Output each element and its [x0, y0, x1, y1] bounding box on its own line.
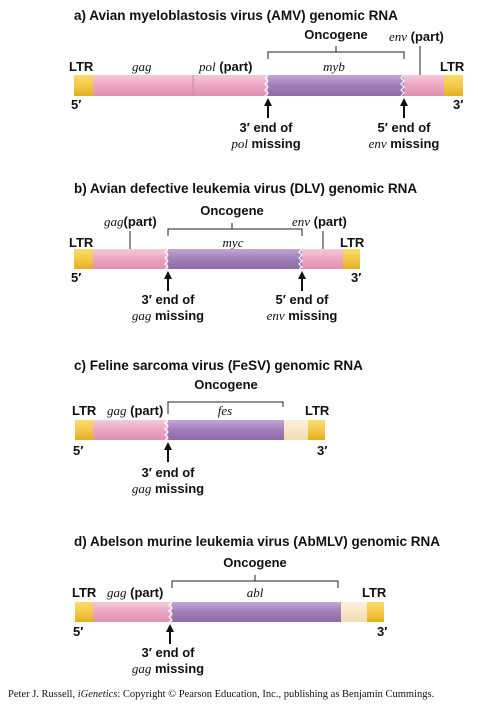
- panel-c-gag-segment: [93, 420, 168, 440]
- panel-c-ltr-left-box: [75, 420, 93, 440]
- panel-d-gag-segment: [93, 602, 172, 622]
- copyright-credit: Peter J. Russell, iGenetics: Copyright ©…: [8, 689, 434, 700]
- panel-b-ltr-left: LTR: [69, 235, 94, 250]
- panel-b-arrow-1: [164, 271, 172, 291]
- panel-a-ltr-right-box: [444, 75, 463, 96]
- panel-d-junction: [168, 601, 173, 623]
- panel-a-3prime: 3′: [453, 97, 463, 112]
- panel-d-5prime: 5′: [73, 624, 83, 639]
- panel-b: b) Avian defective leukemia virus (DLV) …: [69, 181, 417, 323]
- panel-b-oncogene-bracket: [167, 223, 303, 236]
- panel-a-title: a) Avian myeloblastosis virus (AMV) geno…: [74, 8, 398, 23]
- panel-d-arrow-1-line1: 3′ end of: [142, 645, 196, 660]
- panel-c-5prime: 5′: [73, 443, 83, 458]
- panel-a-oncogene-bracket: [267, 46, 405, 59]
- panel-a-ltr-left-box: [74, 75, 93, 96]
- panel-c-noncoding-segment: [284, 420, 308, 440]
- panel-c-arrow-1-line2: gag missing: [132, 481, 204, 496]
- panel-b-oncogene-label: Oncogene: [200, 203, 264, 218]
- panel-a-env-segment: [404, 75, 444, 96]
- panel-c-ltr-right: LTR: [305, 403, 330, 418]
- panel-a-junction-right: [400, 74, 405, 97]
- panel-b-arrow-2: [298, 271, 306, 291]
- panel-b-gag-segment: [93, 249, 168, 269]
- panel-b-ltr-right: LTR: [340, 235, 365, 250]
- panel-a-gag-label: gag: [132, 59, 152, 74]
- panel-d-noncoding-segment: [341, 602, 367, 622]
- panel-c-arrow-1-line1: 3′ end of: [142, 465, 196, 480]
- panel-a-arrow-2: [400, 98, 408, 118]
- panel-d-gag-label: gag (part): [107, 585, 163, 600]
- panel-c-gag-label: gag (part): [107, 403, 163, 418]
- panel-d: d) Abelson murine leukemia virus (AbMLV)…: [72, 534, 440, 676]
- panel-c-ltr-right-box: [308, 420, 325, 440]
- panel-a-junction-left: [264, 74, 269, 97]
- panel-a-oncogene-label: Oncogene: [304, 27, 368, 42]
- panel-d-arrow-1-line2: gag missing: [132, 661, 204, 676]
- panel-b-arrow-1-line2: gag missing: [132, 308, 204, 323]
- panel-a-myb-label: myb: [323, 59, 345, 74]
- panel-d-ltr-left: LTR: [72, 585, 97, 600]
- panel-a-ltr-right: LTR: [440, 59, 465, 74]
- panel-c-ltr-left: LTR: [72, 403, 97, 418]
- panel-c-arrow-1: [164, 442, 172, 462]
- panel-b-title: b) Avian defective leukemia virus (DLV) …: [74, 181, 417, 196]
- panel-b-arrow-2-line1: 5′ end of: [276, 292, 330, 307]
- panel-b-myc-label: myc: [223, 235, 244, 250]
- panel-b-arrow-1-line1: 3′ end of: [142, 292, 196, 307]
- panel-c-3prime: 3′: [317, 443, 327, 458]
- panel-c-fes-segment: [168, 420, 284, 440]
- panel-b-env-label: env (part): [292, 214, 347, 229]
- panel-b-env-segment: [302, 249, 343, 269]
- panel-b-junction-left: [164, 248, 169, 270]
- panel-b-5prime: 5′: [71, 270, 81, 285]
- panel-d-3prime: 3′: [377, 624, 387, 639]
- panel-b-3prime: 3′: [351, 270, 361, 285]
- panel-c-junction: [164, 419, 169, 441]
- panel-a: a) Avian myeloblastosis virus (AMV) geno…: [69, 8, 465, 151]
- panel-d-arrow-1: [166, 624, 174, 644]
- panel-d-abl-segment: [172, 602, 341, 622]
- panel-d-ltr-right: LTR: [362, 585, 387, 600]
- panel-b-gag-label: gag(part): [104, 214, 157, 229]
- panel-b-myc-segment: [168, 249, 302, 269]
- panel-a-arrow-2-line1: 5′ end of: [378, 120, 432, 135]
- panel-d-oncogene-label: Oncogene: [223, 555, 287, 570]
- panel-d-ltr-right-box: [367, 602, 384, 622]
- panel-a-arrow-1-line1: 3′ end of: [240, 120, 294, 135]
- panel-a-arrow-2-line2: env missing: [369, 136, 440, 151]
- panel-a-myb-segment: [268, 75, 404, 96]
- panel-a-gag-segment: [93, 75, 268, 96]
- panel-a-ltr-left: LTR: [69, 59, 94, 74]
- panel-d-oncogene-bracket: [171, 575, 339, 588]
- panel-c-oncogene-bracket: [167, 401, 284, 414]
- panel-c-fes-label: fes: [218, 403, 232, 418]
- panel-c-title: c) Feline sarcoma virus (FeSV) genomic R…: [74, 358, 363, 373]
- panel-a-pol-label: pol (part): [198, 59, 252, 74]
- panel-c-oncogene-label: Oncogene: [194, 377, 258, 392]
- panel-d-ltr-left-box: [75, 602, 93, 622]
- panel-a-5prime: 5′: [71, 97, 81, 112]
- panel-a-arrow-1: [264, 98, 272, 118]
- panel-a-env-label: env (part): [389, 29, 444, 44]
- panel-d-abl-label: abl: [247, 585, 264, 600]
- panel-b-ltr-left-box: [74, 249, 93, 269]
- panel-b-ltr-right-box: [343, 249, 360, 269]
- panel-c: c) Feline sarcoma virus (FeSV) genomic R…: [72, 358, 363, 496]
- panel-d-title: d) Abelson murine leukemia virus (AbMLV)…: [74, 534, 440, 549]
- panel-b-arrow-2-line2: env missing: [267, 308, 338, 323]
- panel-b-junction-right: [298, 248, 303, 270]
- panel-a-arrow-1-line2: pol missing: [230, 136, 300, 151]
